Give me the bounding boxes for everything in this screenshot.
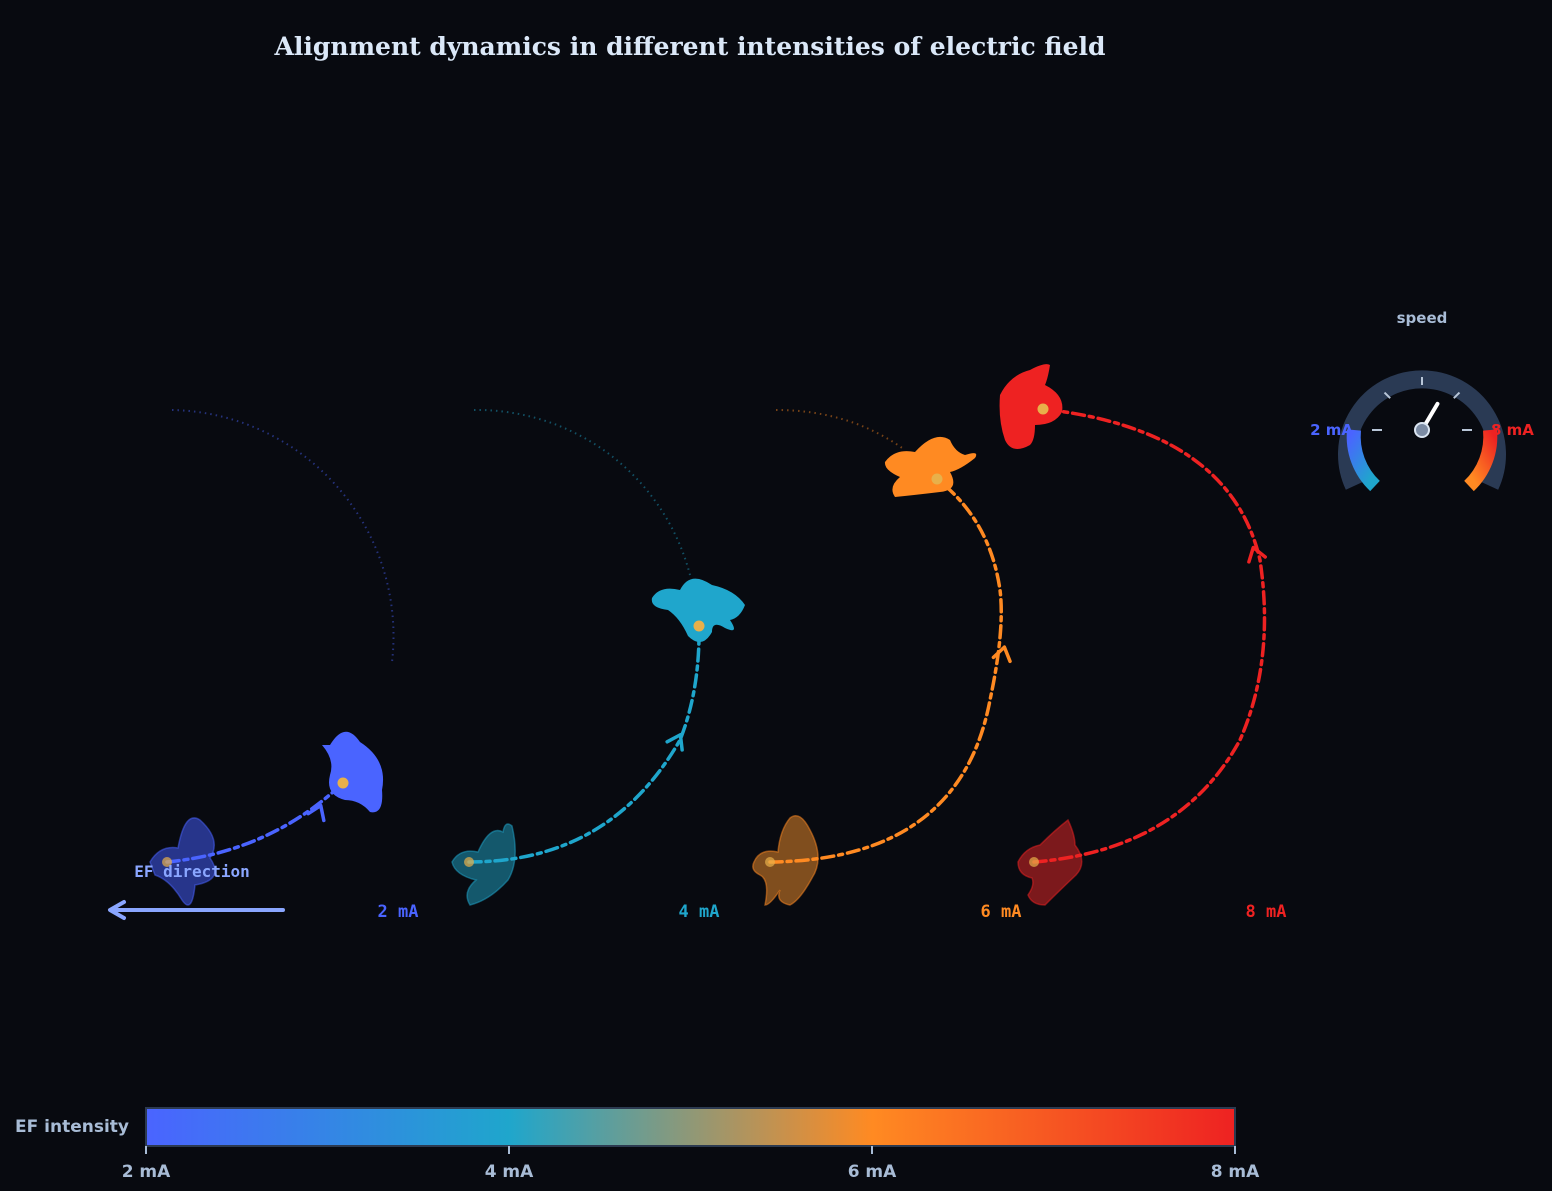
cell-end-shape [651,578,745,643]
gauge-max-label: 8 mA [1491,421,1534,439]
trajectory-group: 2 mA [149,409,419,922]
gauge-high-band [1464,429,1498,492]
gauge-ticks [1372,377,1472,431]
cell-end-shape [884,436,977,497]
cell-start-center [464,857,474,867]
ef-direction-indicator: EF direction [108,862,285,920]
cell-end-shape [322,731,384,813]
gauge-low-band [1346,429,1380,492]
trajectory-arrowhead [306,803,326,823]
trajectory-path [1032,407,1267,864]
trajectory-group: 4 mA [451,408,745,922]
cell-end-center [1037,403,1049,415]
cell-start-shape [1017,818,1083,906]
cell-start-center [765,857,775,867]
colorbar-tick-label: 6 mA [848,1162,897,1182]
colorbar: EF intensity 2 mA 4 mA 6 mA 8 mA [15,1107,1260,1182]
trajectory-group: 8 mA [999,364,1287,922]
trajectory-arrowhead [1247,545,1267,564]
colorbar-ticks: 2 mA 4 mA 6 mA 8 mA [122,1146,1260,1182]
trajectory-group: 6 mA [752,409,1022,922]
colorbar-tick-label: 8 mA [1211,1162,1260,1182]
cell-end-shape [999,364,1063,449]
cell-start-shape [752,815,819,906]
cell-end-center [693,620,705,632]
figure-title: Alignment dynamics in different intensit… [274,32,1106,61]
trajectory-arrowhead [991,645,1012,664]
gauge-min-label: 2 mA [1310,421,1353,439]
colorbar-gradient [145,1107,1236,1147]
cell-start-shape [451,823,516,906]
trajectory-arrowhead [665,732,684,752]
cell-end-center [931,473,943,485]
reference-arc [171,409,395,663]
intensity-label: 4 mA [679,902,720,922]
cell-end-center [337,777,349,789]
gauge-tick [1453,391,1461,399]
trajectory-path [467,624,701,864]
gauge-title: speed [1397,309,1448,327]
reference-arc [473,408,691,576]
trajectory-groups: 2 mA 4 mA 6 mA 8 mA [149,364,1287,922]
intensity-label: 2 mA [378,902,419,922]
speed-gauge: speed 2 mA 8 mA [1310,309,1534,492]
gauge-hub [1414,422,1430,438]
cell-start-center [162,857,172,867]
colorbar-tick-label: 2 mA [122,1162,171,1182]
colorbar-tick-label: 4 mA [485,1162,534,1182]
reference-arc [775,409,906,451]
trajectory-path [165,781,345,864]
trajectory-path [768,477,1003,864]
cell-start-shape [149,817,216,906]
ef-direction-arrowhead [108,900,126,920]
colorbar-label: EF intensity [15,1117,129,1137]
ef-direction-label: EF direction [134,862,250,881]
intensity-label: 8 mA [1246,902,1287,922]
intensity-label: 6 mA [981,902,1022,922]
cell-start-center [1029,857,1039,867]
gauge-tick [1383,391,1391,399]
